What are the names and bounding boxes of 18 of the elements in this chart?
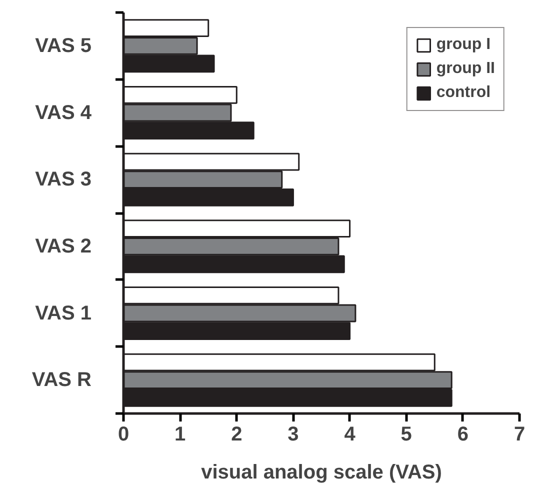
y-tick-label: VAS 2 xyxy=(35,235,92,258)
x-tick-label: 2 xyxy=(231,424,242,446)
x-tick-label: 5 xyxy=(400,424,412,446)
y-tick-label: VAS R xyxy=(32,369,92,392)
x-axis-title: visual analog scale (VAS) xyxy=(201,462,442,484)
y-tick-label: VAS 5 xyxy=(35,34,92,57)
x-tick-label: 1 xyxy=(174,424,186,446)
legend-label: control xyxy=(436,84,491,102)
y-tick-label: VAS 3 xyxy=(35,168,92,191)
x-tick-label: 6 xyxy=(457,424,468,446)
x-tick-label: 4 xyxy=(344,424,356,446)
legend-label: group II xyxy=(436,60,495,78)
y-tick-label: VAS 1 xyxy=(35,302,92,324)
y-tick-label: VAS 4 xyxy=(35,102,92,124)
legend-label: group I xyxy=(436,36,491,54)
x-tick-label: 0 xyxy=(118,424,130,446)
x-tick-label: 7 xyxy=(514,424,526,446)
x-tick-label: 3 xyxy=(288,424,299,446)
